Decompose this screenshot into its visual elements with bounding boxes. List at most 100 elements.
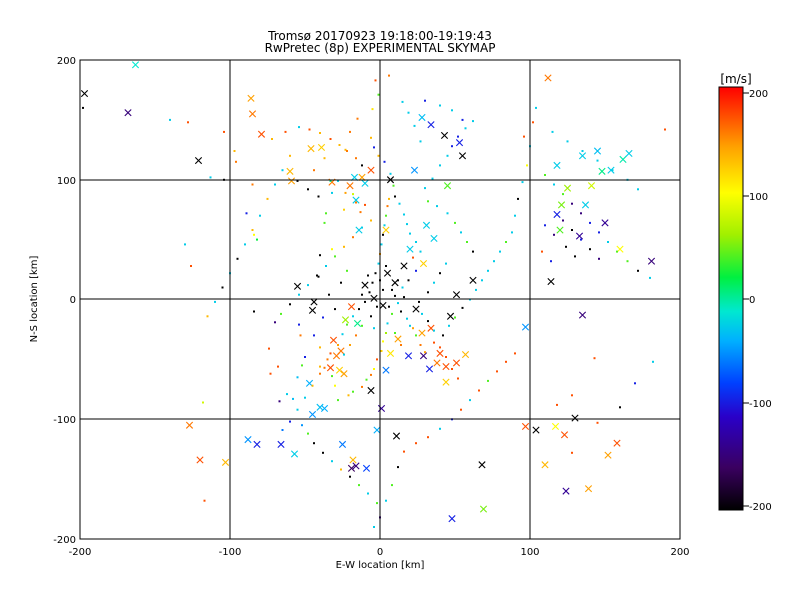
data-point-dot	[259, 214, 261, 217]
data-point-dot	[454, 221, 456, 224]
y-tick-labels: 200 100 0 -100 -200	[53, 56, 76, 546]
data-point-x	[316, 403, 324, 411]
data-point-dot	[445, 356, 447, 358]
data-point-dot	[394, 294, 396, 297]
data-point-dot	[301, 424, 303, 427]
data-point-dot	[344, 148, 347, 151]
colorbar-tick-label: 100	[749, 192, 768, 203]
data-point-dot	[571, 229, 573, 231]
data-point-x	[443, 182, 452, 190]
data-point-x	[352, 462, 360, 470]
data-point-x	[373, 426, 381, 434]
data-points	[80, 61, 666, 528]
data-point-x	[553, 161, 561, 169]
data-point-dot	[436, 205, 438, 208]
x-tick-label: 0	[377, 547, 383, 558]
data-point-dot	[319, 132, 321, 134]
data-point-dot	[214, 300, 216, 303]
data-point-dot	[556, 403, 558, 406]
data-point-dot	[412, 327, 414, 330]
data-point-dot	[304, 356, 306, 358]
data-point-dot	[370, 219, 372, 222]
data-point-dot	[338, 144, 341, 146]
data-point-dot	[352, 390, 354, 393]
data-point-dot	[472, 250, 474, 253]
data-point-dot	[286, 393, 288, 396]
data-point-dot	[329, 352, 332, 355]
data-point-x	[131, 61, 140, 69]
data-point-dot	[424, 351, 426, 354]
data-point-dot	[323, 157, 326, 160]
data-point-x	[404, 352, 413, 360]
data-point-dot	[649, 276, 651, 279]
data-point-dot	[268, 347, 270, 350]
data-point-dot	[382, 340, 384, 343]
data-point-x	[410, 166, 419, 174]
data-point-x	[353, 319, 362, 328]
data-point-x	[341, 316, 350, 324]
data-point-dot	[337, 399, 339, 402]
data-point-x	[382, 226, 390, 234]
data-point-dot	[553, 183, 555, 186]
data-point-x	[578, 311, 587, 319]
y-tick-label: 0	[70, 295, 76, 306]
data-point-x	[352, 196, 360, 204]
data-point-dot	[319, 254, 321, 257]
data-point-x	[244, 436, 252, 444]
data-point-dot	[415, 241, 417, 243]
data-point-dot	[521, 181, 524, 184]
data-point-x	[349, 456, 357, 464]
data-point-dot	[478, 389, 480, 392]
x-tick-label: -100	[219, 547, 242, 558]
data-point-dot	[403, 450, 405, 453]
data-point-dot	[409, 324, 411, 327]
data-point-dot	[431, 177, 434, 180]
data-point-x	[556, 226, 564, 234]
data-point-dot	[278, 400, 281, 403]
data-point-dot	[551, 130, 554, 133]
data-point-dot	[589, 221, 591, 224]
data-point-dot	[373, 146, 375, 149]
data-point-x	[370, 294, 378, 302]
data-point-dot	[383, 160, 386, 163]
data-point-x	[326, 364, 335, 372]
data-point-dot	[380, 243, 383, 246]
data-point-dot	[382, 288, 384, 291]
data-point-dot	[322, 316, 324, 319]
data-point-dot	[391, 484, 393, 487]
data-point-dot	[352, 236, 354, 239]
data-point-dot	[398, 202, 401, 205]
data-point-dot	[269, 372, 272, 375]
data-point-x	[337, 347, 345, 355]
data-point-x	[619, 155, 627, 163]
data-point-dot	[376, 502, 378, 505]
data-point-dot	[445, 262, 447, 265]
data-point-dot	[461, 306, 464, 309]
data-point-dot	[616, 250, 618, 253]
data-point-dot	[373, 327, 375, 330]
data-point-dot	[361, 324, 363, 327]
data-point-dot	[544, 224, 546, 227]
data-point-dot	[448, 324, 450, 327]
data-point-dot	[355, 334, 357, 337]
data-point-dot	[319, 346, 321, 349]
data-point-x	[563, 184, 572, 192]
data-point-dot	[370, 315, 372, 318]
data-point-dot	[400, 310, 402, 313]
data-point-dot	[514, 352, 516, 355]
data-point-dot	[439, 104, 441, 107]
data-point-dot	[451, 145, 453, 148]
data-point-x	[80, 89, 89, 98]
data-point-x	[593, 147, 602, 155]
data-point-dot	[299, 334, 302, 337]
x-tick-label: 200	[670, 547, 689, 558]
data-point-x	[379, 301, 387, 310]
data-point-x	[427, 121, 435, 129]
data-point-x	[277, 440, 285, 448]
colorbar-tick-label: 0	[749, 295, 755, 306]
data-point-dot	[346, 323, 348, 326]
data-point-dot	[383, 224, 386, 227]
data-point-dot	[361, 164, 363, 167]
data-point-dot	[409, 232, 411, 235]
data-point-x	[310, 298, 318, 306]
